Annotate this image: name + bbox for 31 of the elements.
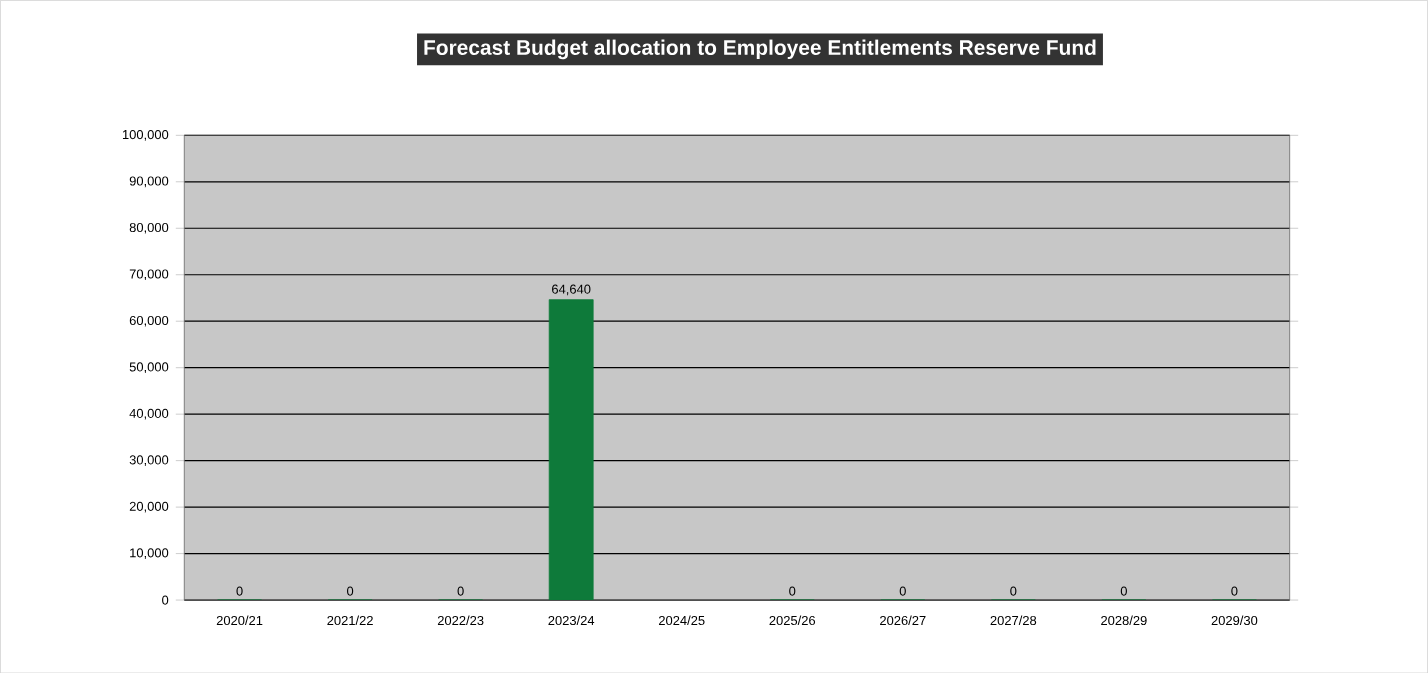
y-tick-label: 90,000 bbox=[129, 176, 169, 187]
chart-title: Forecast Budget allocation to Employee Entitlements Reserve Fund bbox=[424, 39, 1096, 59]
y-tick-label: 0 bbox=[162, 595, 169, 605]
y-tick-label: 10,000 bbox=[130, 548, 169, 559]
x-tick-label: 2022/23 bbox=[437, 615, 484, 625]
x-tick-label: 2025/26 bbox=[769, 615, 816, 625]
data-label: 0 bbox=[1010, 586, 1017, 596]
data-label: 0 bbox=[1231, 586, 1238, 596]
y-tick-label: 30,000 bbox=[129, 455, 169, 466]
x-tick-label: 2029/30 bbox=[1211, 615, 1258, 625]
x-tick-label: 2027/28 bbox=[990, 615, 1037, 625]
data-label: 0 bbox=[457, 586, 464, 596]
data-label: 64,640 bbox=[552, 284, 591, 296]
y-tick-label: 100,000 bbox=[122, 129, 169, 141]
y-tick-label: 80,000 bbox=[129, 222, 169, 234]
x-tick-label: 2023/24 bbox=[548, 615, 595, 625]
y-tick-label: 70,000 bbox=[129, 269, 169, 280]
data-label: 0 bbox=[789, 586, 796, 596]
y-tick-label: 40,000 bbox=[129, 408, 169, 420]
data-label: 0 bbox=[347, 586, 354, 596]
y-tick-label: 20,000 bbox=[129, 501, 169, 513]
x-tick-label: 2020/21 bbox=[216, 615, 263, 625]
x-tick-label: 2021/22 bbox=[327, 615, 373, 625]
y-tick-label: 60,000 bbox=[129, 315, 169, 327]
x-tick-label: 2024/25 bbox=[658, 615, 705, 625]
x-tick-label: 2026/27 bbox=[880, 615, 926, 625]
y-tick-label: 50,000 bbox=[129, 362, 169, 373]
data-label: 0 bbox=[236, 586, 243, 596]
data-label: 0 bbox=[1120, 586, 1127, 596]
data-label: 0 bbox=[899, 586, 906, 596]
x-tick-label: 2028/29 bbox=[1101, 615, 1147, 625]
